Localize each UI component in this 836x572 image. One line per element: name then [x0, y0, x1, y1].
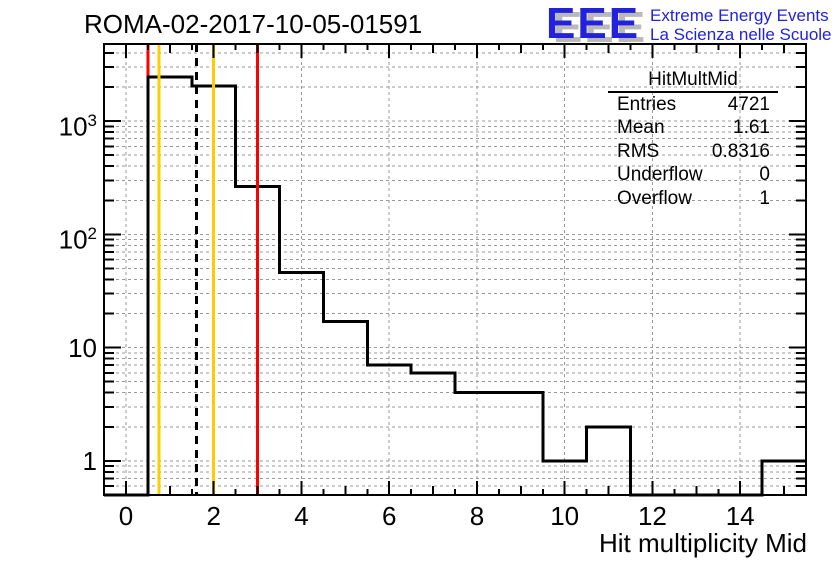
y-tick-label-1: 1 [82, 445, 97, 476]
marker-lines-over [157, 44, 260, 495]
stats-value: 1.61 [733, 117, 770, 139]
stats-value: 1 [759, 187, 770, 209]
axis-ticks [104, 44, 806, 495]
eee-logo-line2: La Scienza nelle Scuole [650, 25, 832, 44]
x-tick-label-2: 2 [206, 501, 221, 531]
stats-label: Mean [617, 117, 665, 139]
stats-row-overflow: Overflow 1 [608, 187, 778, 210]
stats-label: RMS [617, 140, 660, 162]
x-tick-label-0: 0 [118, 501, 134, 531]
stats-value: 4721 [727, 94, 770, 115]
stats-label: Underflow [617, 164, 703, 186]
x-tick-label-8: 8 [469, 501, 485, 531]
stats-title: HitMultMid [648, 69, 738, 90]
stats-value: 0.8316 [711, 140, 770, 162]
stats-row-underflow: Underflow 0 [608, 163, 778, 186]
gridlines [104, 44, 806, 495]
x-tick-label-12: 12 [637, 501, 667, 531]
y-tick-label-100: 102 [58, 224, 97, 256]
stats-row-mean: Mean 1.61 [608, 116, 778, 139]
stats-label: Overflow [617, 187, 692, 209]
plot-title: ROMA-02-2017-10-05-01591 [84, 9, 423, 39]
eee-logo-line1: Extreme Energy Events [650, 6, 829, 25]
stats-label: Entries [617, 94, 677, 115]
stats-title-rule [608, 91, 778, 93]
x-tick-label-4: 4 [294, 501, 309, 531]
eee-logo-letters: EEE EEE [546, 0, 645, 50]
y-tick-label-10: 10 [68, 332, 97, 363]
x-tick-label-14: 14 [725, 501, 755, 531]
stats-row-entries: Entries 4721 [608, 93, 778, 116]
y-tick-label-1000: 103 [58, 111, 97, 142]
eee-logo-text: Extreme Energy Events La Scienza nelle S… [650, 6, 831, 44]
x-tick-label-6: 6 [381, 501, 397, 531]
x-tick-label-10: 10 [550, 501, 580, 531]
stats-row-rms: RMS 0.8316 [608, 140, 778, 163]
eee-logo-shadow: EEE [553, 3, 648, 52]
eee-logo: EEE EEE Extreme Energy Events La Scienza… [546, 0, 832, 50]
x-axis-title: Hit multiplicity Mid [598, 528, 807, 558]
stats-box: HitMultMid Entries 4721 Mean 1.61 RMS 0.… [608, 69, 778, 210]
stats-value: 0 [759, 164, 770, 186]
eee-logo-main: EEE [546, 0, 641, 48]
